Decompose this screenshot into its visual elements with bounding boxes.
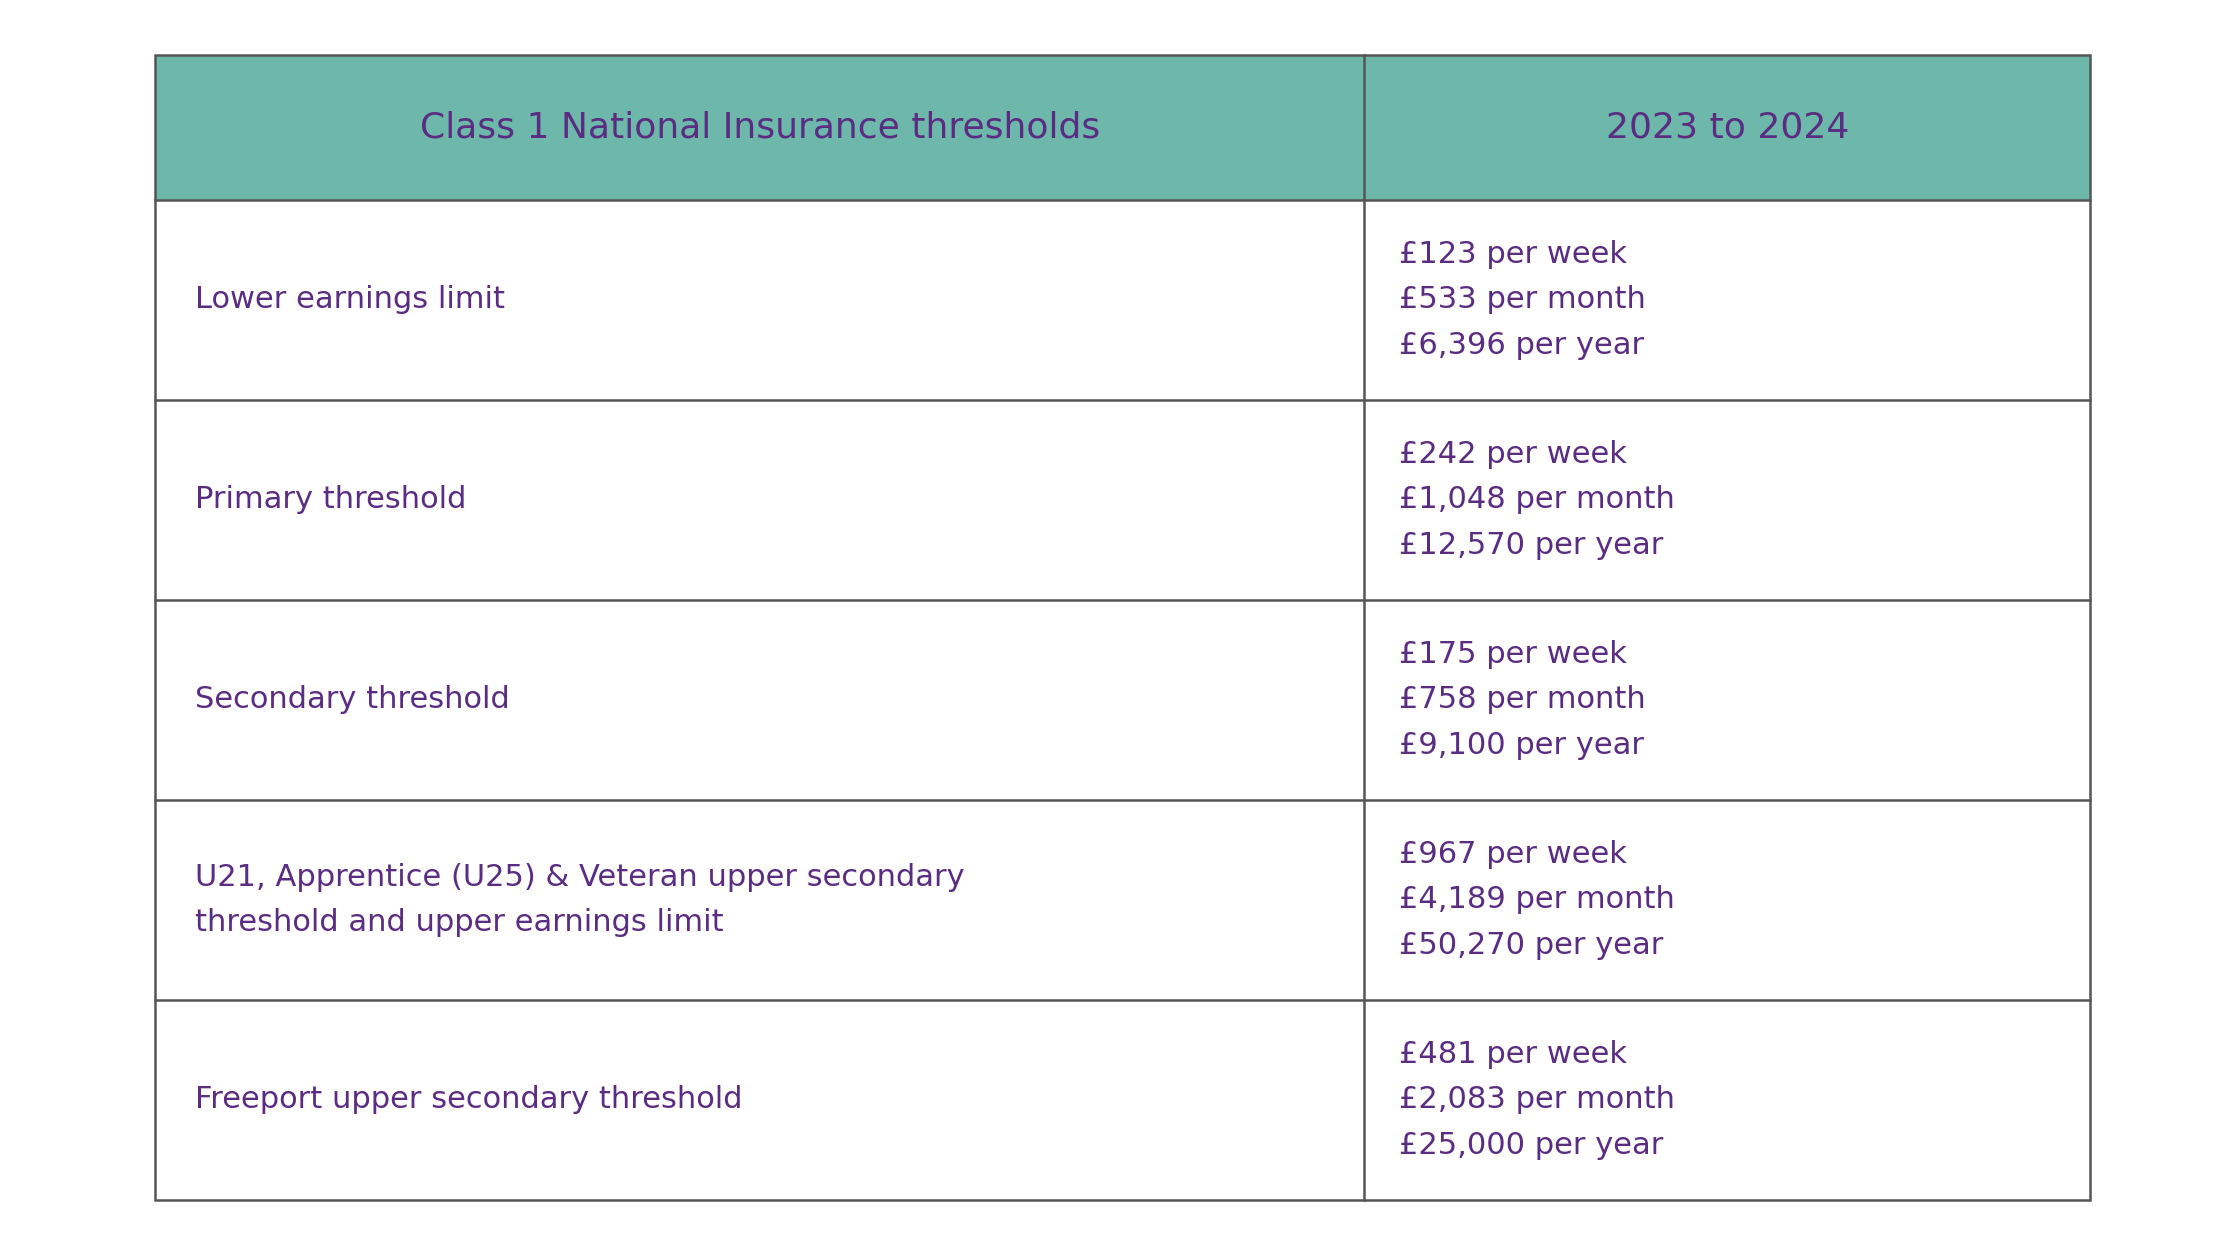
Bar <box>155 55 2090 1200</box>
Text: Secondary threshold: Secondary threshold <box>195 685 511 714</box>
Bar <box>155 200 2090 1200</box>
Text: Freeport upper secondary threshold: Freeport upper secondary threshold <box>195 1086 741 1115</box>
Text: 2023 to 2024: 2023 to 2024 <box>1606 111 1848 145</box>
Text: £481 per week
£2,083 per month
£25,000 per year: £481 per week £2,083 per month £25,000 p… <box>1400 1041 1676 1159</box>
Text: £967 per week
£4,189 per month
£50,270 per year: £967 per week £4,189 per month £50,270 p… <box>1400 840 1676 960</box>
Bar <box>155 55 2090 200</box>
Text: Primary threshold: Primary threshold <box>195 485 466 514</box>
Text: £123 per week
£533 per month
£6,396 per year: £123 per week £533 per month £6,396 per … <box>1400 241 1646 359</box>
Text: U21, Apprentice (U25) & Veteran upper secondary
threshold and upper earnings lim: U21, Apprentice (U25) & Veteran upper se… <box>195 863 965 937</box>
Text: £242 per week
£1,048 per month
£12,570 per year: £242 per week £1,048 per month £12,570 p… <box>1400 441 1676 559</box>
Text: Class 1 National Insurance thresholds: Class 1 National Insurance thresholds <box>419 111 1100 145</box>
Text: £175 per week
£758 per month
£9,100 per year: £175 per week £758 per month £9,100 per … <box>1400 640 1646 760</box>
Text: Lower earnings limit: Lower earnings limit <box>195 286 504 315</box>
